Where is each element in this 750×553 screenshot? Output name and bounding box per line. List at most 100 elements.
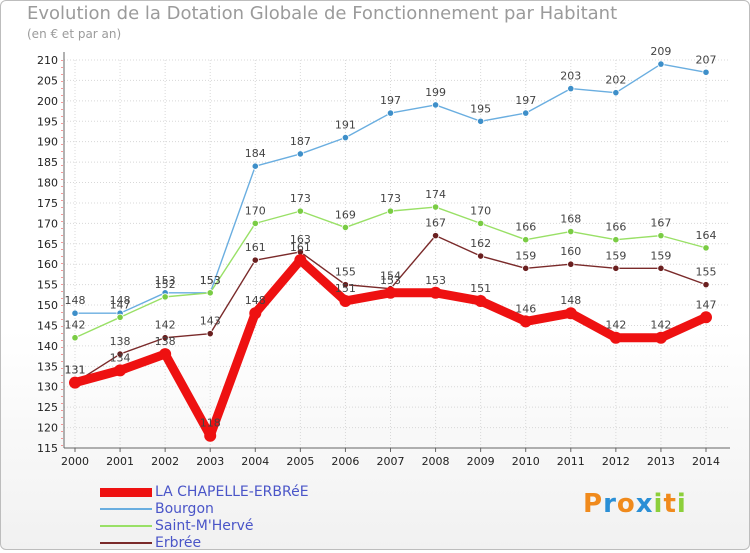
y-tick-label-200: 200 (37, 95, 58, 108)
data-point-erbr-e-2003 (206, 330, 214, 338)
data-point-la-chapelle-erbr-e-2011 (564, 307, 577, 320)
data-label-bourgon-2009: 195 (470, 102, 491, 115)
data-label-erbr-e-2006: 155 (335, 266, 356, 279)
data-point-erbr-e-2013 (657, 264, 665, 272)
data-label-la-chapelle-erbr-e-2006: 151 (335, 282, 356, 295)
data-point-saint-m-herv-2013 (657, 232, 665, 240)
y-tick-label-190: 190 (37, 136, 58, 149)
data-label-saint-m-herv-2010: 166 (515, 221, 536, 234)
x-tick-label-2008: 2008 (422, 455, 450, 468)
y-tick-label-130: 130 (37, 381, 58, 394)
y-tick-label-120: 120 (37, 422, 58, 435)
x-tick-label-2011: 2011 (557, 455, 585, 468)
data-label-bourgon-2005: 187 (290, 135, 311, 148)
y-tick-label-150: 150 (37, 299, 58, 312)
data-point-erbr-e-2002 (161, 334, 169, 342)
data-label-erbr-e-2001: 138 (110, 335, 131, 348)
data-point-saint-m-herv-2011 (567, 227, 575, 236)
data-point-erbr-e-2009 (477, 252, 485, 260)
data-point-la-chapelle-erbr-e-2008 (429, 286, 442, 299)
data-point-saint-m-herv-2001 (116, 313, 124, 321)
data-point-bourgon-2011 (567, 84, 575, 93)
data-point-bourgon-2005 (296, 150, 304, 158)
data-point-saint-m-herv-2008 (431, 203, 440, 211)
x-tick-label-2014: 2014 (692, 455, 720, 468)
data-point-erbr-e-2006 (341, 281, 350, 289)
data-point-erbr-e-2011 (567, 260, 575, 268)
legend-label-erbree: Erbrée (155, 535, 202, 551)
data-label-la-chapelle-erbr-e-2011: 148 (560, 294, 581, 307)
data-label-bourgon-2001: 148 (110, 294, 131, 307)
legend-swatch-saint-mherve (100, 525, 152, 527)
legend-swatch-bourgon (100, 508, 152, 510)
data-point-la-chapelle-erbr-e-2010 (519, 315, 532, 328)
data-point-la-chapelle-erbr-e-2012 (609, 331, 622, 344)
data-label-erbr-e-2004: 161 (245, 241, 266, 254)
x-tick-label-2009: 2009 (467, 455, 495, 468)
legend-label-la-chapelle: LA CHAPELLE-ERBRéE (155, 484, 309, 500)
data-label-saint-m-herv-2007: 173 (380, 192, 401, 205)
data-point-saint-m-herv-2004 (251, 219, 259, 227)
data-point-la-chapelle-erbr-e-2006 (339, 294, 352, 307)
x-tick-label-2007: 2007 (377, 455, 405, 468)
x-tick-label-2010: 2010 (512, 455, 540, 468)
data-label-bourgon-2013: 209 (650, 45, 671, 58)
data-point-saint-m-herv-2012 (612, 236, 620, 244)
data-label-saint-m-herv-2001: 147 (110, 298, 131, 311)
y-tick-label-115: 115 (37, 442, 58, 455)
data-point-saint-m-herv-2006 (341, 223, 350, 232)
data-label-erbr-e-2013: 159 (650, 249, 671, 262)
data-label-saint-m-herv-2000: 142 (65, 319, 86, 332)
data-point-erbr-e-2008 (431, 232, 440, 240)
y-tick-label-165: 165 (37, 238, 58, 251)
proxiti-logo: Proxiti (583, 489, 687, 519)
data-label-la-chapelle-erbr-e-2014: 147 (696, 298, 717, 311)
data-label-saint-m-herv-2013: 167 (650, 217, 671, 230)
data-label-saint-m-herv-2004: 170 (245, 204, 266, 217)
data-label-la-chapelle-erbr-e-2008: 153 (425, 274, 446, 287)
x-tick-label-2004: 2004 (241, 455, 269, 468)
y-tick-label-155: 155 (37, 279, 58, 292)
data-label-erbr-e-2002: 142 (155, 319, 176, 332)
data-label-erbr-e-2000: 131 (65, 364, 86, 377)
data-label-bourgon-2008: 199 (425, 86, 446, 99)
chart-subtitle: (en € et par an) (27, 27, 122, 41)
x-tick-label-2002: 2002 (151, 455, 179, 468)
data-label-saint-m-herv-2009: 170 (470, 204, 491, 217)
data-label-saint-m-herv-2012: 166 (605, 221, 626, 234)
data-label-la-chapelle-erbr-e-2012: 142 (605, 319, 626, 332)
data-label-erbr-e-2009: 162 (470, 237, 491, 250)
y-tick-label-175: 175 (37, 197, 58, 210)
y-tick-label-205: 205 (37, 74, 58, 87)
data-label-la-chapelle-erbr-e-2004: 148 (245, 294, 266, 307)
data-label-bourgon-2004: 184 (245, 147, 266, 160)
data-label-saint-m-herv-2006: 169 (335, 208, 356, 221)
data-point-la-chapelle-erbr-e-2002 (159, 348, 172, 361)
y-tick-label-195: 195 (37, 115, 58, 128)
data-label-bourgon-2000: 148 (65, 294, 86, 307)
data-point-saint-m-herv-2014 (702, 244, 710, 252)
x-tick-label-2001: 2001 (106, 455, 134, 468)
data-point-bourgon-2008 (431, 101, 440, 109)
data-label-saint-m-herv-2003: 153 (200, 274, 221, 287)
y-tick-label-170: 170 (37, 217, 58, 230)
data-label-la-chapelle-erbr-e-2002: 138 (155, 335, 176, 348)
data-point-la-chapelle-erbr-e-2004 (249, 307, 262, 320)
data-label-la-chapelle-erbr-e-2010: 146 (515, 302, 536, 315)
data-label-la-chapelle-erbr-e-2009: 151 (470, 282, 491, 295)
y-tick-label-140: 140 (37, 340, 58, 353)
data-label-bourgon-2010: 197 (515, 94, 536, 107)
data-point-saint-m-herv-2002 (161, 293, 169, 301)
y-tick-label-180: 180 (37, 177, 58, 190)
data-point-erbr-e-2010 (522, 264, 530, 272)
chart-title: Evolution de la Dotation Globale de Fonc… (27, 3, 618, 24)
data-label-la-chapelle-erbr-e-2005: 161 (290, 241, 311, 254)
data-point-bourgon-2013 (657, 60, 665, 68)
x-tick-label-2006: 2006 (331, 455, 359, 468)
data-point-la-chapelle-erbr-e-2000 (69, 376, 81, 389)
data-label-bourgon-2006: 191 (335, 119, 356, 132)
data-point-bourgon-2012 (612, 89, 620, 97)
legend-label-saint-mherve: Saint-M'Hervé (155, 518, 254, 534)
